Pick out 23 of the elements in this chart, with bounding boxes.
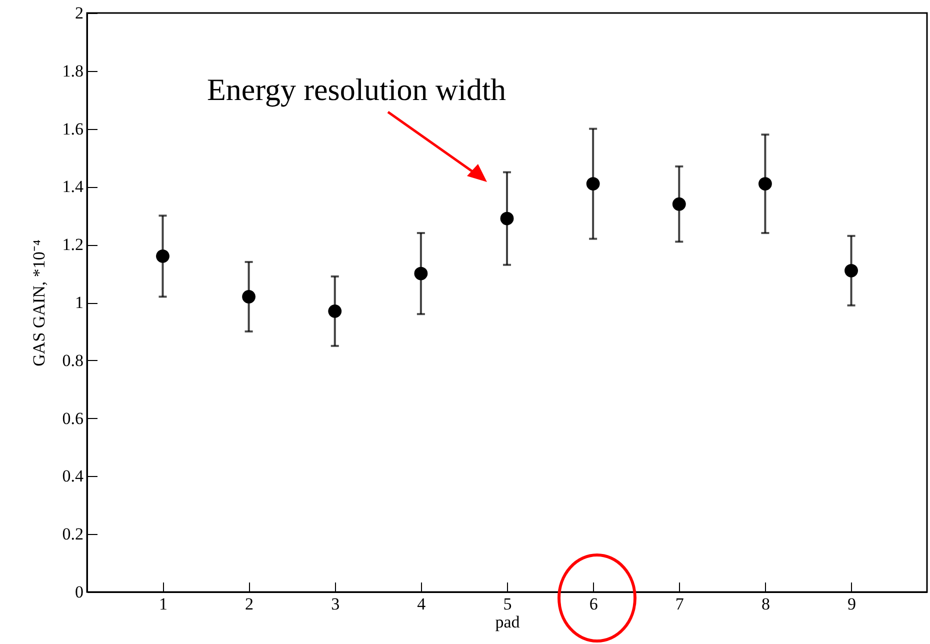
- y-tick-label: 2: [75, 4, 84, 22]
- x-axis-title: pad: [495, 612, 520, 632]
- y-tick-label: 0.2: [62, 524, 84, 544]
- y-tick-label: 0.8: [62, 350, 84, 370]
- y-tick-label: 1.6: [62, 119, 84, 138]
- y-tick-label: 1: [75, 293, 84, 312]
- annotation: Energy resolution width: [207, 72, 506, 108]
- y-tick-label: 1.8: [62, 61, 84, 80]
- x-tick-label: 3: [331, 594, 340, 614]
- y-tick-label: 0: [75, 582, 84, 602]
- x-tick-label: 7: [675, 594, 684, 614]
- y-tick-label: 1.2: [62, 235, 84, 254]
- x-tick-label: 8: [761, 594, 770, 614]
- x-tick-label: 4: [417, 594, 426, 614]
- x-tick-label: 6: [589, 594, 598, 614]
- x-tick-label: 1: [158, 594, 168, 614]
- x-tick-label: 2: [245, 594, 254, 614]
- y-tick-label: 0.4: [62, 466, 84, 486]
- x-tick-label: 9: [848, 594, 856, 614]
- y-tick-label: 0.6: [62, 408, 84, 428]
- y-axis-title: GAS GAIN, *10⁻⁴: [29, 240, 48, 366]
- y-tick-label: 1.4: [62, 177, 84, 196]
- x-tick-label: 5: [503, 594, 512, 614]
